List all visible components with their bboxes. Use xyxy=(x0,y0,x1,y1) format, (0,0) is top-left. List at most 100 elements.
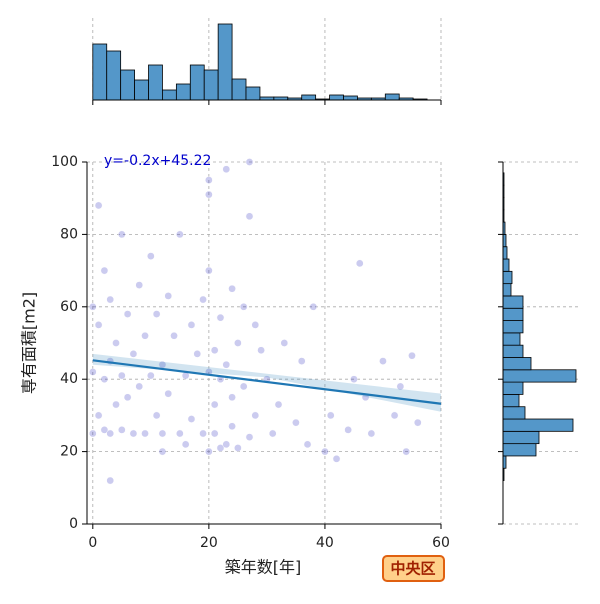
hist-bar xyxy=(502,357,532,371)
point xyxy=(251,411,260,420)
point xyxy=(379,357,387,365)
point xyxy=(164,389,173,398)
hist-bar xyxy=(384,93,400,101)
point xyxy=(216,313,225,322)
hist-bar xyxy=(502,443,537,457)
point xyxy=(332,454,341,463)
point xyxy=(210,429,219,438)
hist-bar xyxy=(502,295,524,309)
point xyxy=(187,321,196,329)
y-tick-label: 0 xyxy=(69,516,78,532)
x-tick-label: 0 xyxy=(88,535,97,551)
hist-bar xyxy=(502,332,521,346)
hist-bar xyxy=(148,64,163,101)
hist-bar xyxy=(175,83,191,101)
point xyxy=(164,292,173,300)
point xyxy=(158,429,167,438)
point xyxy=(106,295,115,304)
point xyxy=(205,447,213,456)
hist-bar xyxy=(231,78,247,101)
hist-bar xyxy=(502,394,520,408)
point xyxy=(257,346,265,355)
point xyxy=(210,400,219,409)
point xyxy=(251,321,260,329)
point xyxy=(94,201,103,210)
point xyxy=(135,382,144,391)
point xyxy=(88,302,97,311)
point xyxy=(117,230,126,239)
point xyxy=(408,351,416,360)
regression-line xyxy=(92,359,442,405)
point xyxy=(326,411,335,420)
hist-bar xyxy=(502,406,526,420)
point xyxy=(117,371,126,380)
hist-bar xyxy=(329,94,344,101)
point xyxy=(222,165,231,174)
point xyxy=(344,426,352,434)
hist-bar xyxy=(502,344,524,358)
point xyxy=(112,339,120,347)
point xyxy=(228,284,236,293)
hist-bar xyxy=(502,258,510,272)
point xyxy=(135,281,144,289)
point xyxy=(94,321,103,329)
point xyxy=(100,375,109,384)
hist-bar xyxy=(189,64,205,101)
point xyxy=(141,429,149,438)
hist-bar xyxy=(502,307,524,321)
point xyxy=(106,429,115,438)
badge: 中央区 xyxy=(390,560,435,578)
point xyxy=(239,382,248,391)
point xyxy=(234,339,242,347)
hist-bar xyxy=(301,94,317,101)
point xyxy=(350,375,358,384)
point xyxy=(228,393,236,402)
point xyxy=(321,447,329,456)
hist-bar xyxy=(502,418,574,432)
point xyxy=(129,350,138,358)
point xyxy=(228,422,236,431)
hist-bar xyxy=(245,86,261,101)
hist-bar xyxy=(106,50,122,101)
hist-bar xyxy=(502,283,512,297)
point xyxy=(129,429,138,438)
hist-bar xyxy=(134,79,149,101)
hist-bar xyxy=(343,95,358,101)
point xyxy=(303,440,312,449)
point xyxy=(396,382,405,391)
x-tick-label: 40 xyxy=(316,535,334,551)
point xyxy=(234,444,242,452)
point xyxy=(205,176,213,184)
point xyxy=(216,444,225,452)
point xyxy=(268,429,277,438)
hist-bar xyxy=(502,430,540,445)
point xyxy=(297,357,306,365)
point xyxy=(280,339,289,347)
x-axis-label: 築年数[年] xyxy=(225,558,302,577)
hist-bar xyxy=(502,381,524,395)
point xyxy=(274,400,283,409)
point xyxy=(112,400,120,409)
point xyxy=(210,346,219,355)
point xyxy=(100,266,109,275)
point xyxy=(100,426,109,434)
point xyxy=(123,310,132,318)
point xyxy=(181,440,190,449)
point xyxy=(94,411,103,420)
point xyxy=(199,295,207,304)
point xyxy=(123,393,132,402)
point xyxy=(205,190,213,199)
point xyxy=(88,429,97,438)
hist-bar xyxy=(217,23,233,101)
point xyxy=(106,476,115,485)
badge-box xyxy=(382,555,445,582)
point xyxy=(239,302,248,311)
point xyxy=(152,310,161,318)
hist-bar xyxy=(502,246,508,260)
y-tick-label: 40 xyxy=(60,371,78,387)
point xyxy=(176,230,184,239)
x-tick-label: 60 xyxy=(432,535,450,551)
point xyxy=(146,371,155,380)
